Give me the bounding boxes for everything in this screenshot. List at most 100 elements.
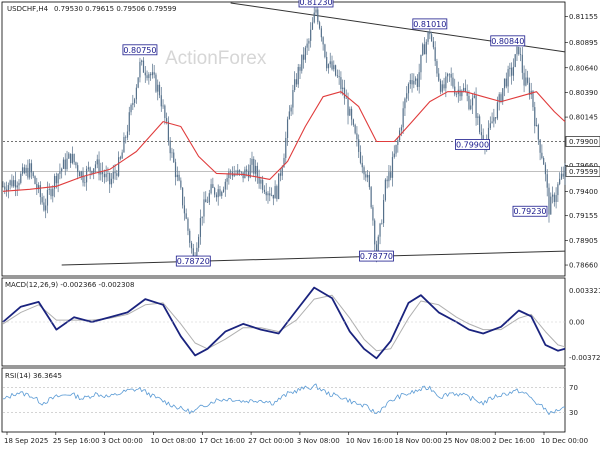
candle-body — [217, 189, 219, 198]
candle-body — [320, 28, 322, 38]
value-box-text: 0.79599 — [569, 168, 598, 176]
candle-body — [420, 54, 422, 73]
price-label-box — [175, 255, 211, 267]
candle-body — [288, 111, 290, 120]
candle-body — [322, 37, 324, 45]
candle-body — [230, 171, 232, 173]
candle-body — [110, 178, 113, 185]
candle-body — [242, 172, 244, 179]
price-label: 0.80840 — [490, 35, 526, 47]
candle-body — [121, 152, 123, 159]
candle-body — [39, 185, 41, 198]
candle-body — [251, 158, 253, 165]
candle-body — [112, 172, 114, 179]
candle-body — [283, 157, 285, 168]
candle-body — [182, 187, 184, 206]
candle-body — [262, 179, 264, 190]
candle-body — [162, 105, 164, 107]
candle-body — [534, 107, 536, 127]
candle-body — [146, 75, 148, 79]
candle-body — [315, 9, 317, 13]
candle-body — [34, 176, 36, 185]
candle-body — [386, 179, 388, 182]
candle-body — [493, 117, 495, 122]
price-y-tick-label: 0.78905 — [569, 237, 598, 245]
candle-body — [176, 174, 178, 178]
macd-y-tick-label: -0.003723 — [569, 354, 600, 362]
candle-body — [286, 119, 289, 138]
candle-body — [455, 94, 458, 95]
candle-body — [393, 153, 395, 158]
candle-body — [299, 67, 301, 71]
candle-body — [434, 47, 436, 62]
candle-body — [61, 168, 63, 172]
candle-body — [180, 180, 182, 188]
price-label-text: 0.80840 — [491, 37, 524, 46]
candle-body — [402, 108, 404, 128]
candle-body — [397, 140, 399, 145]
candle-body — [317, 9, 319, 23]
candle-body — [502, 88, 504, 102]
candle-body — [135, 87, 137, 100]
rsi-line — [2, 383, 566, 416]
candle-body — [11, 180, 13, 187]
candle-body — [544, 164, 547, 175]
candle-body — [144, 72, 146, 76]
candle-body — [52, 188, 54, 197]
candle-body — [151, 72, 153, 76]
candle-body — [73, 154, 75, 163]
candle-body — [527, 77, 529, 83]
x-tick-label: 2 Dec 16:00 — [492, 437, 535, 445]
candle-body — [77, 165, 79, 173]
candle-body — [233, 173, 235, 177]
candle-body — [78, 172, 81, 177]
candle-body — [89, 167, 91, 172]
candle-body — [463, 87, 465, 91]
candle-body — [30, 163, 33, 173]
candle-body — [301, 54, 303, 71]
candle-body — [447, 73, 449, 77]
candle-body — [201, 216, 203, 219]
candle-body — [423, 44, 426, 55]
candle-body — [153, 72, 155, 75]
candle-body — [306, 43, 308, 48]
candle-body — [224, 181, 226, 190]
price-label-text: 0.79230 — [513, 207, 546, 216]
candle-body — [247, 171, 250, 178]
candle-body — [482, 135, 484, 143]
candle-body — [496, 102, 499, 119]
candle-body — [368, 174, 370, 188]
candle-body — [553, 194, 555, 202]
candle-body — [219, 189, 221, 196]
candle-body — [514, 54, 516, 67]
candle-body — [132, 102, 134, 105]
candle-body — [518, 46, 520, 55]
candle-body — [333, 65, 335, 70]
candle-body — [489, 123, 491, 128]
candle-body — [308, 40, 310, 44]
candle-body — [473, 95, 475, 98]
candle-body — [377, 236, 379, 257]
x-tick-label: 25 Nov 08:00 — [443, 437, 490, 445]
candle-body — [21, 167, 24, 174]
price-label-box — [359, 250, 394, 262]
candle-body — [349, 108, 351, 116]
candle-body — [543, 158, 545, 165]
candle-body — [260, 179, 262, 184]
candle-body — [45, 205, 47, 211]
candle-body — [427, 32, 429, 42]
axes: 0.81155 0.80895 0.80640 0.80390 0.80145 0.796… — [4, 13, 600, 445]
candle-body — [155, 74, 157, 92]
rsi-y-tick-label: 70 — [569, 384, 578, 392]
candle-body — [116, 173, 118, 176]
candle-body — [164, 105, 166, 119]
candle-body — [388, 172, 390, 182]
candle-body — [130, 104, 132, 113]
candle-body — [290, 107, 292, 112]
candle-body — [365, 174, 367, 178]
candle-body — [354, 124, 356, 134]
price-label: 0.78720 — [175, 255, 211, 267]
current-price-box: 0.79599 — [565, 166, 600, 177]
candle-body — [329, 61, 331, 65]
candle-body — [240, 171, 242, 173]
